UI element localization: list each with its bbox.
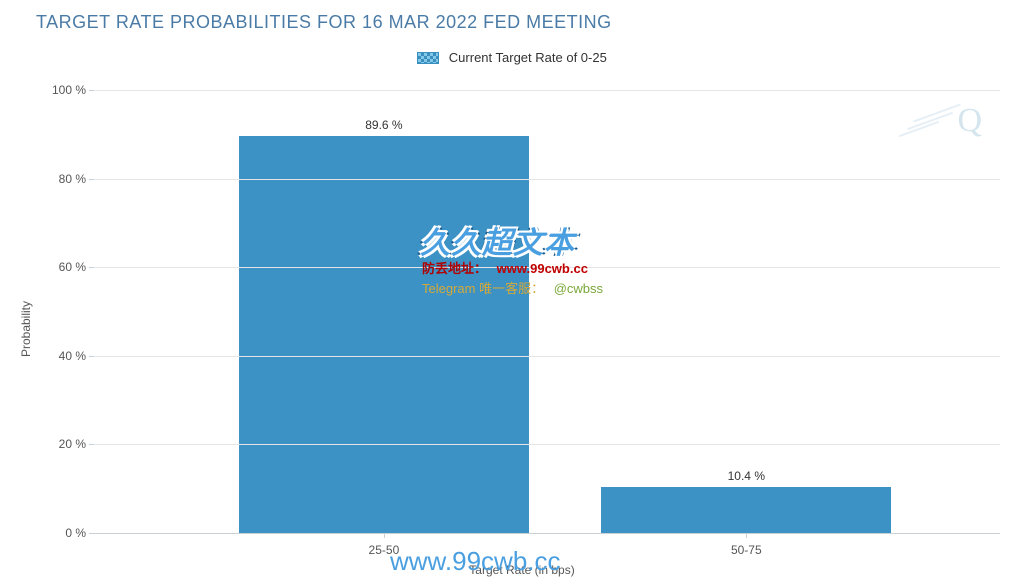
overlay-line1-value: www.99cwb.cc — [497, 261, 588, 276]
bar: 10.4 % — [601, 487, 891, 533]
ytick-label: 40 % — [59, 349, 94, 363]
grid-line — [94, 90, 1000, 91]
chart-title: TARGET RATE PROBABILITIES FOR 16 MAR 202… — [0, 0, 1024, 33]
grid-line — [94, 356, 1000, 357]
y-axis-label: Probability — [19, 300, 33, 356]
ytick-label: 100 % — [52, 83, 94, 97]
ytick-label: 60 % — [59, 260, 94, 274]
ytick-label: 0 % — [65, 526, 94, 540]
bars-container: 89.6 % 10.4 % — [94, 90, 1000, 533]
grid-line — [94, 444, 1000, 445]
legend-label: Current Target Rate of 0-25 — [449, 50, 607, 65]
overlay-logo-text: 久久超文本 — [420, 218, 575, 262]
legend: Current Target Rate of 0-25 — [0, 49, 1024, 65]
plot-region: Q 89.6 %10.4 % 0 %20 %40 %60 %80 %100 %2… — [94, 90, 1000, 533]
bar: 89.6 % — [239, 136, 529, 533]
ytick-label: 80 % — [59, 172, 94, 186]
xtick-label: 50-75 — [731, 533, 762, 557]
overlay-footer-url: www.99cwb.cc — [390, 546, 561, 577]
overlay-line-2: Telegram 唯一客服： @cwbss — [422, 278, 603, 297]
overlay-line-1: 防丢地址： www.99cwb.cc — [422, 258, 588, 277]
chart-area: Probability Target Rate (in bps) Q 89.6 … — [36, 82, 1008, 575]
grid-line — [94, 533, 1000, 534]
overlay-line2-value: @cwbss — [554, 281, 603, 296]
bar-value-label: 10.4 % — [601, 469, 891, 483]
ytick-label: 20 % — [59, 437, 94, 451]
grid-line — [94, 179, 1000, 180]
bar-value-label: 89.6 % — [239, 118, 529, 132]
legend-swatch — [417, 52, 439, 64]
overlay-line1-label: 防丢地址： — [422, 261, 487, 276]
overlay-line2-label: Telegram 唯一客服： — [422, 281, 544, 296]
